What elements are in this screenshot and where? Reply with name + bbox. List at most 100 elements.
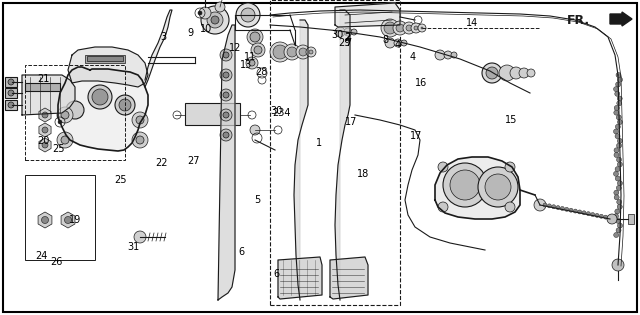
Circle shape [8, 102, 14, 108]
Circle shape [616, 186, 621, 191]
Bar [185, 103, 240, 125]
Circle shape [617, 200, 621, 204]
Polygon shape [335, 10, 350, 300]
Polygon shape [435, 157, 520, 219]
Circle shape [250, 32, 260, 42]
Text: 8: 8 [383, 35, 389, 45]
Circle shape [543, 203, 547, 207]
Circle shape [573, 209, 577, 213]
Text: 13: 13 [240, 60, 253, 70]
Circle shape [241, 8, 255, 22]
Text: 17: 17 [344, 117, 357, 127]
Text: 26: 26 [50, 257, 63, 267]
Circle shape [403, 22, 415, 34]
Circle shape [215, 2, 225, 12]
Text: 3: 3 [160, 32, 166, 42]
Circle shape [561, 206, 564, 210]
Circle shape [58, 120, 62, 124]
Circle shape [614, 148, 619, 153]
Text: 5: 5 [254, 195, 260, 205]
Circle shape [615, 209, 620, 214]
Circle shape [223, 112, 229, 118]
Circle shape [618, 138, 622, 143]
Circle shape [569, 208, 573, 212]
Text: 2: 2 [344, 32, 350, 42]
Circle shape [394, 39, 402, 47]
Circle shape [198, 11, 202, 15]
Bar [25, 83, 60, 91]
Circle shape [607, 214, 617, 224]
Bar [5, 88, 17, 98]
Circle shape [119, 99, 131, 111]
Circle shape [211, 16, 219, 24]
Circle shape [534, 199, 546, 211]
Circle shape [604, 215, 607, 219]
Circle shape [499, 65, 515, 81]
Circle shape [608, 216, 612, 220]
Circle shape [247, 29, 263, 45]
Circle shape [616, 228, 621, 233]
Circle shape [614, 190, 619, 195]
Circle shape [564, 207, 569, 211]
Polygon shape [278, 257, 322, 299]
Circle shape [615, 134, 620, 139]
Circle shape [418, 24, 426, 32]
Circle shape [614, 152, 619, 158]
Circle shape [57, 132, 73, 148]
Circle shape [296, 45, 310, 59]
Polygon shape [218, 25, 235, 300]
Text: 1: 1 [316, 138, 322, 148]
Circle shape [617, 204, 622, 209]
Text: 14: 14 [466, 18, 479, 28]
Circle shape [505, 202, 515, 212]
Circle shape [220, 49, 232, 61]
Circle shape [220, 69, 232, 81]
Circle shape [351, 29, 357, 35]
Circle shape [614, 110, 619, 115]
Circle shape [42, 112, 48, 118]
Circle shape [443, 163, 487, 207]
Circle shape [618, 162, 622, 167]
Circle shape [246, 57, 258, 69]
Circle shape [223, 52, 229, 58]
Circle shape [556, 206, 560, 209]
Circle shape [385, 38, 395, 48]
Circle shape [335, 27, 345, 37]
Circle shape [552, 205, 556, 209]
Text: 11: 11 [243, 52, 256, 62]
Circle shape [615, 91, 620, 96]
Circle shape [482, 63, 502, 83]
Text: 24: 24 [35, 251, 48, 261]
Circle shape [273, 45, 287, 59]
Circle shape [547, 204, 551, 208]
Circle shape [614, 129, 618, 134]
Text: 7: 7 [346, 38, 352, 49]
Circle shape [485, 67, 495, 77]
Text: 10: 10 [200, 24, 212, 34]
Bar [5, 77, 17, 87]
Text: 12: 12 [229, 43, 242, 53]
Circle shape [614, 195, 619, 200]
Text: 29: 29 [338, 38, 351, 49]
Circle shape [309, 50, 313, 54]
Text: 4: 4 [410, 52, 416, 62]
Circle shape [578, 210, 582, 214]
Circle shape [494, 68, 502, 76]
Polygon shape [294, 20, 308, 300]
Circle shape [199, 7, 211, 19]
Circle shape [411, 23, 421, 33]
Circle shape [614, 106, 619, 111]
Circle shape [444, 51, 452, 59]
Circle shape [614, 214, 618, 219]
Circle shape [501, 69, 507, 75]
Circle shape [236, 3, 260, 27]
Circle shape [220, 109, 232, 121]
Circle shape [344, 28, 352, 36]
Circle shape [616, 218, 621, 223]
Circle shape [617, 96, 622, 101]
Text: 6: 6 [273, 269, 280, 279]
Circle shape [207, 12, 223, 28]
Circle shape [614, 87, 618, 92]
Bar [270, 0, 400, 305]
Circle shape [519, 68, 529, 78]
